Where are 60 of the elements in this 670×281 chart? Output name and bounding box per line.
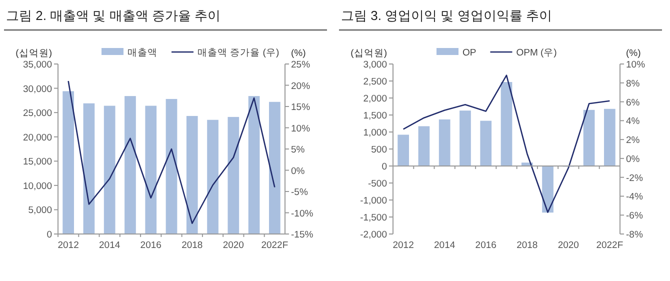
y2-tick-label: 10% <box>626 60 646 70</box>
chart-title: 그림 3. 영업이익 및 영업이익률 추이 <box>341 8 552 23</box>
x-tick-label: 2022F <box>261 240 288 251</box>
y2-tick-label: 6% <box>626 97 640 108</box>
y2-tick-label: 5% <box>291 144 306 156</box>
y2-tick-label: 2% <box>626 135 640 146</box>
y2-tick-label: 20% <box>291 80 311 92</box>
legend-label: OPM (우) <box>516 48 557 58</box>
y-tick-label: 0 <box>46 230 52 240</box>
y2-tick-label: -10% <box>291 208 314 220</box>
y-tick-label: 30,000 <box>22 84 52 95</box>
y2-tick-label: -15% <box>291 230 314 240</box>
y-axis-title: (십억원) <box>16 48 52 59</box>
y-tick-label: 2,000 <box>363 94 387 104</box>
chart-title: 그림 2. 매출액 및 매출액 증가율 추이 <box>6 8 221 23</box>
y2-tick-label: -2% <box>626 172 644 184</box>
x-tick-label: 2014 <box>434 240 456 251</box>
x-tick-label: 2018 <box>182 240 203 251</box>
y-axis-title: (십억원) <box>350 48 387 59</box>
x-tick-label: 2020 <box>558 240 579 251</box>
y-tick-label: -1,500 <box>360 212 387 224</box>
y2-tick-label: 25% <box>291 60 311 70</box>
legend-label: 매출액 증가율 (우) <box>198 48 280 58</box>
y-tick-label: 5,000 <box>28 205 52 216</box>
x-tick-label: 2014 <box>99 240 120 251</box>
y2-tick-label: 0% <box>626 154 640 165</box>
y-tick-label: 3,000 <box>363 60 387 70</box>
y2-axis-title: (%) <box>626 48 641 59</box>
y2-tick-label: 10% <box>291 123 311 134</box>
y-tick-label: -2,000 <box>360 230 387 240</box>
y-tick-label: 500 <box>371 144 387 156</box>
y2-axis-title: (%) <box>291 48 306 59</box>
legend-label: OP <box>462 48 476 58</box>
y2-tick-label: 4% <box>626 116 640 128</box>
y-tick-label: 15,000 <box>22 156 52 168</box>
y2-tick-label: 0% <box>291 166 306 177</box>
y-tick-label: -1,000 <box>360 196 387 206</box>
x-tick-label: 2022F <box>596 240 624 251</box>
x-tick-label: 2020 <box>222 240 244 251</box>
y-tick-label: 20,000 <box>22 132 52 144</box>
y2-tick-label: -6% <box>626 210 644 222</box>
x-tick-label: 2018 <box>516 240 538 251</box>
x-tick-label: 2012 <box>58 240 79 251</box>
y2-tick-label: -5% <box>291 187 308 198</box>
y2-tick-label: -8% <box>626 230 644 240</box>
x-tick-label: 2016 <box>140 240 162 251</box>
y2-tick-label: 15% <box>291 102 311 113</box>
y2-tick-label: -4% <box>626 192 644 203</box>
y-tick-label: 2,500 <box>363 76 387 88</box>
y-tick-label: 1,000 <box>363 128 387 138</box>
y-tick-label: 25,000 <box>22 108 52 120</box>
y-tick-label: 0 <box>382 162 387 172</box>
y-tick-label: 10,000 <box>22 180 52 192</box>
y-tick-label: 35,000 <box>22 60 52 70</box>
y2-tick-label: 8% <box>626 78 640 90</box>
y-tick-label: 1,500 <box>363 110 387 122</box>
y-tick-label: -500 <box>368 178 387 190</box>
x-tick-label: 2012 <box>392 240 414 251</box>
legend-label: 매출액 <box>128 48 158 58</box>
x-tick-label: 2016 <box>475 240 496 251</box>
